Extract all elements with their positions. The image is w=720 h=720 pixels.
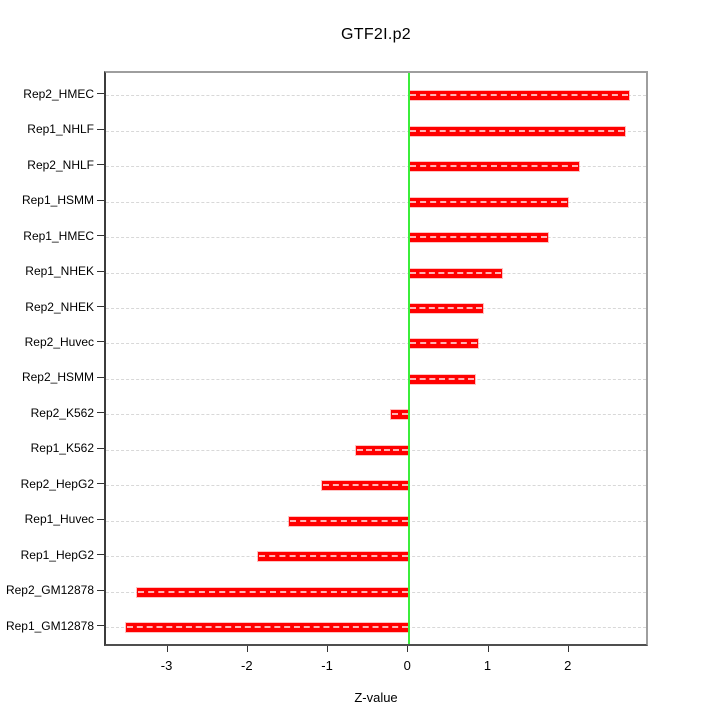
- y-axis-label: Rep1_GM12878: [5, 618, 94, 633]
- bar-Rep2_GM12878: [137, 587, 410, 597]
- x-tick-label: -1: [321, 658, 333, 673]
- x-axis-tick: [166, 646, 168, 652]
- bar-Rep1_Huvec: [288, 516, 410, 526]
- bar-inner-dash: [410, 129, 625, 132]
- bar-inner-dash: [410, 94, 629, 97]
- y-axis-tick: [97, 306, 104, 308]
- y-axis-label: Rep1_HMEC: [23, 228, 94, 243]
- y-axis-tick: [97, 341, 104, 343]
- y-axis-label: Rep2_HSMM: [21, 370, 94, 385]
- bar-Rep1_GM12878: [126, 623, 410, 633]
- y-axis-label: Rep1_K562: [30, 441, 94, 456]
- bar-Rep2_HSMM: [409, 374, 476, 384]
- bar-inner-dash: [410, 342, 478, 345]
- gridline: [106, 378, 646, 380]
- zero-reference-line: [408, 73, 411, 644]
- bar-Rep1_HepG2: [258, 552, 410, 562]
- plot-area: [104, 71, 648, 646]
- y-axis-label: Rep1_HSMM: [21, 193, 94, 208]
- y-axis-tick: [97, 270, 104, 272]
- bar-inner-dash: [410, 377, 475, 380]
- bar-inner-dash: [410, 236, 548, 239]
- bar-inner-dash: [127, 626, 409, 629]
- bar-Rep1_HMEC: [409, 233, 549, 243]
- x-tick-label: -2: [241, 658, 253, 673]
- gridline: [106, 308, 646, 310]
- y-axis-tick: [97, 483, 104, 485]
- bar-inner-dash: [138, 590, 409, 593]
- y-axis-tick: [97, 589, 104, 591]
- gridline: [106, 272, 646, 274]
- y-axis-label: Rep1_HepG2: [20, 547, 94, 562]
- y-axis-tick: [97, 412, 104, 414]
- bar-Rep1_K562: [356, 445, 410, 455]
- y-axis-label: Rep2_HMEC: [23, 86, 94, 101]
- x-tick-label: -3: [160, 658, 173, 673]
- bar-inner-dash: [357, 448, 409, 451]
- y-axis-tick: [97, 93, 104, 95]
- y-axis-label: Rep2_Huvec: [24, 334, 94, 349]
- y-axis-label: Rep2_NHEK: [25, 299, 94, 314]
- x-axis-tick: [327, 646, 329, 652]
- gridline: [106, 130, 646, 132]
- bar-Rep2_NHLF: [409, 162, 580, 172]
- y-axis-tick: [97, 518, 104, 520]
- y-axis-tick: [97, 199, 104, 201]
- y-axis-tick: [97, 376, 104, 378]
- gridline: [106, 237, 646, 239]
- x-tick-label: 2: [564, 658, 572, 673]
- bar-Rep2_HMEC: [409, 91, 630, 101]
- bar-inner-dash: [289, 519, 409, 522]
- gridline: [106, 95, 646, 97]
- bar-inner-dash: [322, 484, 409, 487]
- gridline: [106, 343, 646, 345]
- y-axis-label: Rep1_NHLF: [27, 122, 94, 137]
- y-axis-tick: [97, 447, 104, 449]
- bar-inner-dash: [391, 413, 409, 416]
- gridline: [106, 166, 646, 168]
- bar-Rep1_NHEK: [409, 268, 502, 278]
- y-axis-label: Rep1_NHEK: [25, 264, 94, 279]
- x-axis-tick: [567, 646, 569, 652]
- y-axis-tick: [97, 625, 104, 627]
- x-axis-tick: [407, 646, 409, 652]
- y-axis-label: Rep1_Huvec: [24, 512, 94, 527]
- y-axis-tick: [97, 164, 104, 166]
- chart-title: GTF2I.p2: [341, 26, 411, 43]
- y-axis-tick: [97, 554, 104, 556]
- bar-inner-dash: [410, 271, 501, 274]
- x-axis-tick: [246, 646, 248, 652]
- bar-inner-dash: [259, 555, 409, 558]
- gridline: [106, 201, 646, 203]
- y-axis-label: Rep2_HepG2: [20, 476, 94, 491]
- bar-inner-dash: [410, 200, 568, 203]
- bar-inner-dash: [410, 307, 483, 310]
- y-axis-tick: [97, 128, 104, 130]
- bar-inner-dash: [410, 165, 579, 168]
- gridline: [106, 414, 646, 416]
- y-axis-label: Rep2_K562: [30, 405, 94, 420]
- bar-Rep2_HepG2: [321, 481, 410, 491]
- x-tick-label: 0: [403, 658, 411, 673]
- y-axis-label: Rep2_NHLF: [27, 157, 94, 172]
- bar-Rep2_NHEK: [409, 304, 484, 314]
- bar-Rep2_Huvec: [409, 339, 479, 349]
- bar-Rep2_K562: [390, 410, 410, 420]
- y-axis-tick: [97, 235, 104, 237]
- bar-Rep1_NHLF: [409, 126, 626, 136]
- x-axis-tick: [487, 646, 489, 652]
- y-axis-label: Rep2_GM12878: [5, 583, 94, 598]
- bar-Rep1_HSMM: [409, 197, 569, 207]
- x-tick-label: 1: [483, 658, 492, 673]
- x-axis-label: Z-value: [354, 690, 398, 705]
